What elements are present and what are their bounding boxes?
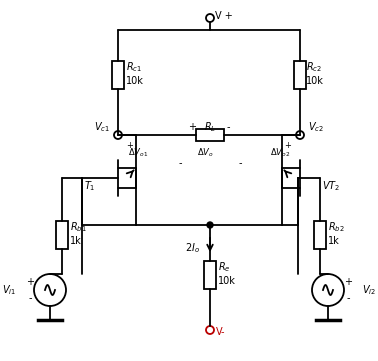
- Text: $VT_2$: $VT_2$: [322, 179, 340, 193]
- Bar: [204, 261, 216, 289]
- Text: 10k: 10k: [126, 76, 144, 86]
- Text: 10k: 10k: [218, 276, 236, 286]
- Text: +: +: [188, 122, 196, 132]
- Text: $2I_o$: $2I_o$: [185, 241, 200, 255]
- Text: +: +: [127, 140, 133, 149]
- Text: $V_{c2}$: $V_{c2}$: [308, 120, 324, 134]
- Text: -: -: [346, 293, 350, 303]
- Text: +: +: [26, 277, 34, 287]
- Text: $T_1$: $T_1$: [84, 179, 96, 193]
- Bar: [314, 221, 326, 249]
- Text: $V_{i2}$: $V_{i2}$: [362, 283, 376, 297]
- Text: 1k: 1k: [328, 236, 340, 246]
- Text: $\Delta V_o$: $\Delta V_o$: [197, 147, 214, 159]
- Text: $\Delta V_{o1}$: $\Delta V_{o1}$: [128, 147, 148, 159]
- Bar: [112, 61, 124, 89]
- Text: 1k: 1k: [70, 236, 82, 246]
- Text: -: -: [178, 158, 182, 168]
- Text: +: +: [285, 140, 291, 149]
- Text: $R_{c2}$: $R_{c2}$: [306, 60, 322, 74]
- Text: $R_{c1}$: $R_{c1}$: [126, 60, 142, 74]
- Text: -: -: [238, 158, 242, 168]
- Bar: [294, 61, 306, 89]
- Text: -: -: [28, 293, 32, 303]
- Text: -: -: [226, 122, 230, 132]
- Text: $V_{i1}$: $V_{i1}$: [2, 283, 16, 297]
- Bar: [196, 129, 224, 141]
- Circle shape: [207, 222, 213, 228]
- Bar: [56, 221, 68, 249]
- Text: V-: V-: [216, 327, 226, 337]
- Text: $R_{b1}$: $R_{b1}$: [70, 220, 87, 234]
- Text: $R_L$: $R_L$: [204, 120, 216, 134]
- Text: $R_{b2}$: $R_{b2}$: [328, 220, 345, 234]
- Text: $V_{c1}$: $V_{c1}$: [94, 120, 110, 134]
- Text: 10k: 10k: [306, 76, 324, 86]
- Text: $\Delta V_{o2}$: $\Delta V_{o2}$: [270, 147, 290, 159]
- Text: V +: V +: [215, 11, 233, 21]
- Text: +: +: [344, 277, 352, 287]
- Text: $R_e$: $R_e$: [218, 260, 231, 274]
